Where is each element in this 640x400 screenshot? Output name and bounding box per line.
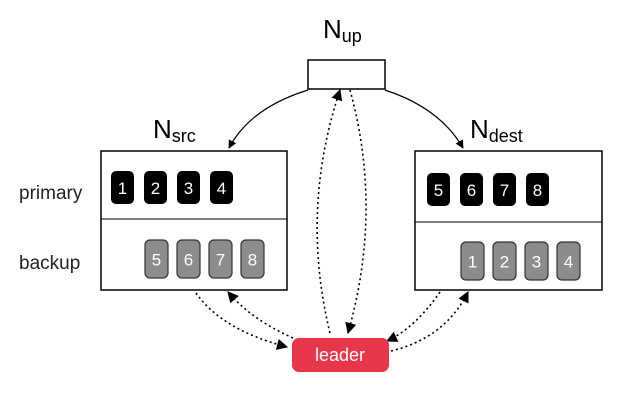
src-backup-chip-5: 5 [144, 239, 169, 279]
dest-primary-chip-5: 5 [427, 173, 450, 206]
node-dest-label: Ndest [470, 114, 523, 146]
row-label-primary: primary [19, 183, 83, 204]
src-primary-chip-2: 2 [144, 171, 167, 204]
src-backup-chip-6: 6 [176, 239, 201, 279]
dotted-leader-to-up [316, 88, 343, 334]
src-backup-chip-label: 7 [216, 251, 225, 270]
dest-backup-chip-label: 4 [564, 253, 573, 272]
src-primary-chip-label: 1 [118, 179, 127, 198]
node-src-label: Nsrc [153, 114, 196, 146]
dest-backup-chip-label: 2 [500, 253, 509, 272]
dest-backup-chip-1: 1 [460, 241, 485, 281]
dest-primary-chip-7: 7 [493, 173, 516, 206]
row-label-backup: backup [19, 253, 80, 274]
dest-backup-chip-label: 3 [532, 253, 541, 272]
dotted-dest-to-leader [385, 291, 441, 342]
leader-node: leader [292, 338, 389, 372]
dest-backup-chip-2: 2 [492, 241, 517, 281]
dest-backup-chip-label: 1 [468, 253, 477, 272]
dest-primary-chip-label: 7 [500, 181, 509, 200]
leader-label: leader [315, 345, 365, 365]
dest-primary-chip-8: 8 [526, 173, 549, 206]
dotted-leader-to-src [227, 291, 294, 339]
src-primary-chip-label: 4 [217, 179, 226, 198]
src-primary-chip-1: 1 [111, 171, 134, 204]
dest-backup-chip-4: 4 [556, 241, 581, 281]
src-primary-chip-label: 3 [184, 179, 193, 198]
src-primary-chip-label: 2 [151, 179, 160, 198]
src-primary-chips: 1 2 3 4 [111, 171, 233, 204]
src-backup-chip-8: 8 [240, 239, 265, 279]
src-primary-chip-4: 4 [210, 171, 233, 204]
dest-primary-chip-6: 6 [460, 173, 483, 206]
dest-primary-chip-label: 8 [533, 181, 542, 200]
dotted-up-to-leader [345, 89, 367, 335]
dest-backup-chips: 1 2 3 4 [460, 241, 581, 281]
src-primary-chip-3: 3 [177, 171, 200, 204]
dest-primary-chips: 5 6 7 8 [427, 173, 549, 206]
src-backup-chip-label: 8 [248, 251, 257, 270]
node-up-box [307, 59, 386, 90]
src-backup-chip-7: 7 [208, 239, 233, 279]
src-backup-chip-label: 5 [152, 251, 161, 270]
src-backup-chips: 5 6 7 8 [144, 239, 265, 279]
arrow-up-to-src [228, 89, 309, 149]
dest-backup-chip-3: 3 [524, 241, 549, 281]
dotted-leader-to-dest [390, 290, 469, 352]
arrow-up-to-dest [384, 89, 464, 149]
dotted-src-to-leader [195, 292, 289, 350]
node-up-label: Nup [323, 14, 362, 46]
src-backup-chip-label: 6 [184, 251, 193, 270]
dest-primary-chip-label: 5 [434, 181, 443, 200]
dest-primary-chip-label: 6 [467, 181, 476, 200]
